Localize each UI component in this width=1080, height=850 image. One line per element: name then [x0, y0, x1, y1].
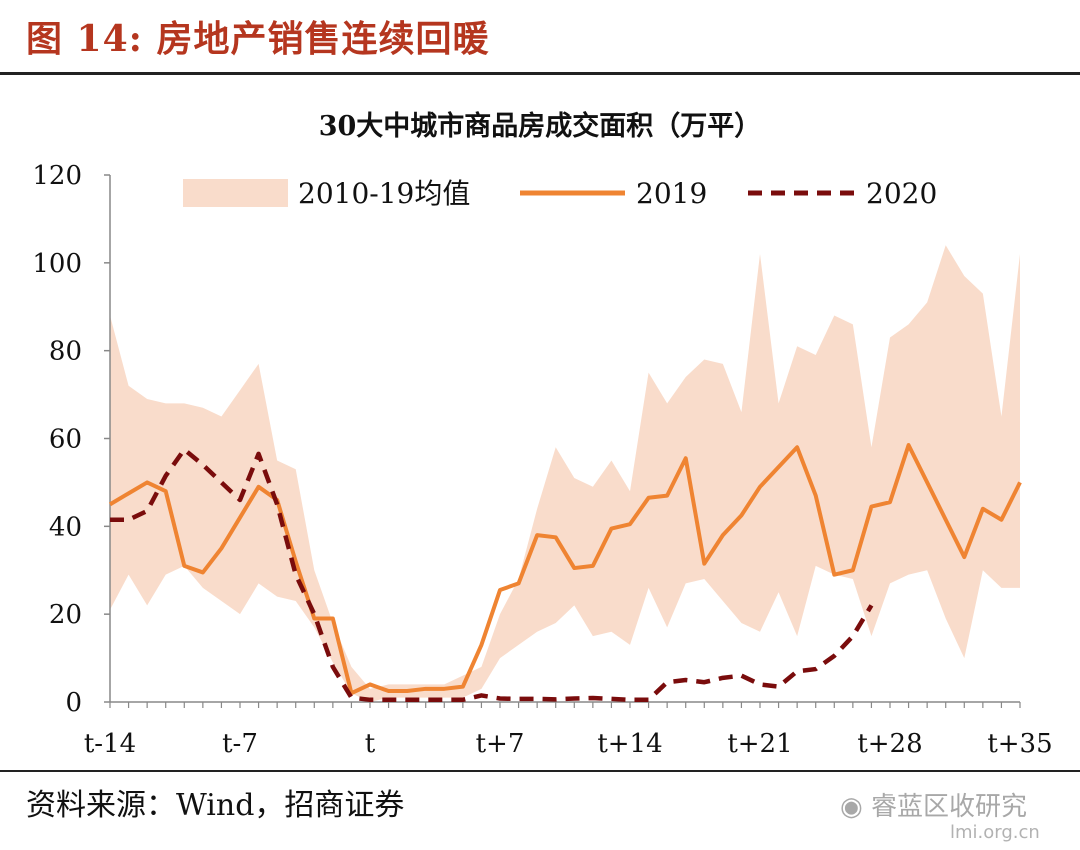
wechat-icon: ◉ [840, 792, 863, 822]
y-tick-label: 80 [49, 337, 82, 367]
x-tick-label: t+21 [727, 729, 792, 759]
bottom-rule [0, 770, 1080, 772]
y-tick-label: 0 [65, 688, 82, 718]
legend-label-band: 2010-19均值 [298, 177, 470, 210]
band-layer [110, 245, 1020, 702]
x-tick-label: t+28 [857, 729, 922, 759]
legend: 2010-19均值 2019 2020 [183, 177, 937, 210]
legend-label-2020: 2020 [866, 177, 937, 210]
y-tick-label: 120 [32, 161, 82, 191]
chart-canvas: 30大中城市商品房成交面积（万平） 0 20 40 60 80 100 120 t-14 t-7… [32, 110, 1052, 759]
y-tick-label: 100 [32, 249, 82, 279]
series-line-2020 [110, 447, 874, 703]
y-tick-label: 20 [49, 600, 82, 630]
x-tick-label: t+14 [597, 729, 662, 759]
figure-label: 图 14: [26, 18, 143, 60]
legend-swatch-band [183, 179, 288, 207]
watermark-text: 睿蓝区收研究 [870, 792, 1027, 822]
watermark-sub: lmi.org.cn [950, 822, 1040, 843]
x-tick-label: t+7 [476, 729, 525, 759]
x-tick-label: t+35 [987, 729, 1052, 759]
source-note: 资料来源：Wind，招商证券 [26, 788, 405, 823]
x-tick-label: t [365, 729, 376, 759]
figure-title: 图 14: 房地产销售连续回暖 [26, 10, 489, 62]
series-layer [108, 443, 1022, 703]
top-rule [0, 72, 1080, 75]
watermark: ◉ 睿蓝区收研究 [840, 786, 1027, 823]
x-tick-label: t-7 [222, 729, 258, 759]
band-area-2010-19 [110, 245, 1020, 702]
y-tick-label: 40 [49, 512, 82, 542]
y-tick-label: 60 [49, 425, 82, 455]
chart-title: 30大中城市商品房成交面积（万平） [319, 110, 762, 142]
axes-layer: 0 20 40 60 80 100 120 t-14 t-7 t t+7 t+14 t+21 t+28 t+… [32, 161, 1052, 759]
x-tick-label: t-14 [84, 729, 136, 759]
figure-caption: 房地产销售连续回暖 [156, 18, 490, 60]
series-line-2019 [108, 443, 1022, 696]
legend-label-2019: 2019 [636, 177, 707, 210]
